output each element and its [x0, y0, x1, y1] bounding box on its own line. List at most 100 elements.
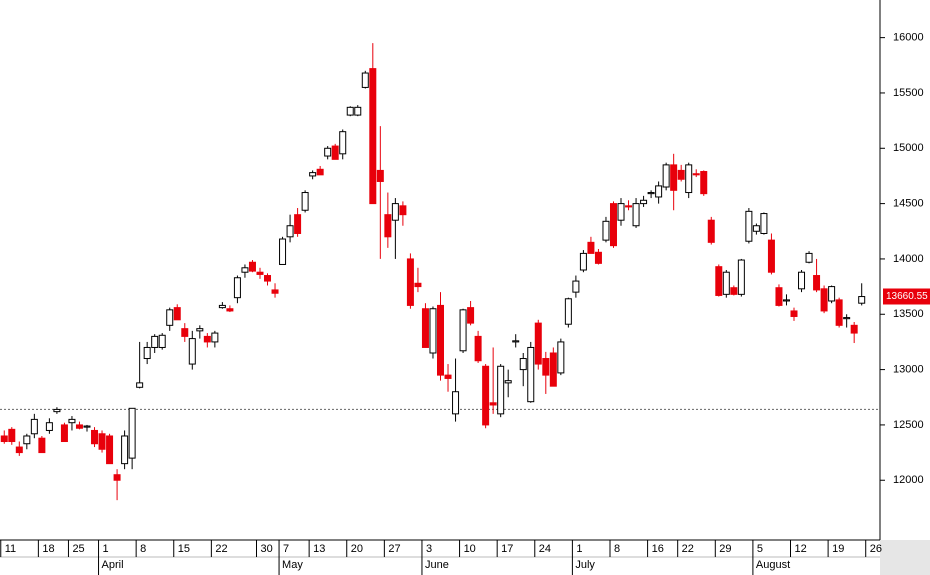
candle-body	[640, 199, 648, 205]
candle-body	[45, 422, 53, 431]
candle-body	[692, 173, 700, 176]
candle-body	[775, 287, 783, 306]
candle-body	[188, 338, 196, 365]
x-tick-label: 17	[501, 543, 513, 555]
candle-body	[8, 428, 16, 443]
candle-body	[241, 267, 249, 273]
x-tick-label: 11	[5, 543, 16, 555]
last-price-label: 13660.55	[886, 291, 928, 302]
candle-body	[730, 287, 738, 295]
candle-body	[128, 407, 136, 459]
candle-body	[256, 271, 264, 275]
candle-body	[662, 164, 670, 188]
candle-body	[850, 324, 858, 334]
candle-body	[790, 310, 798, 317]
candle-body	[670, 164, 678, 191]
candle-body	[572, 280, 580, 293]
candle-body	[602, 220, 610, 241]
candle-body	[813, 275, 821, 291]
candle-body	[98, 433, 106, 450]
candle-body	[279, 238, 287, 265]
candle-body	[136, 382, 144, 388]
candle-body	[53, 408, 61, 413]
candle-body	[782, 299, 790, 302]
month-label: July	[575, 559, 595, 571]
candle-body	[557, 341, 565, 374]
candle-body	[121, 435, 129, 465]
candle-body	[700, 171, 708, 195]
candle-body	[767, 239, 775, 273]
month-label: April	[102, 559, 124, 571]
candle-body	[91, 429, 99, 445]
candle-body	[587, 241, 595, 254]
y-tick-label: 15500	[893, 87, 924, 99]
candle-body	[828, 286, 836, 302]
x-tick-label: 1	[103, 543, 109, 555]
candle-body	[158, 334, 166, 348]
candle-body	[512, 340, 520, 343]
candle-body	[579, 252, 587, 271]
candle-body	[459, 309, 467, 352]
x-tick-label: 29	[719, 543, 731, 555]
y-tick-label: 13000	[893, 363, 924, 375]
x-tick-label: 16	[652, 543, 664, 555]
y-tick-label: 12500	[893, 419, 924, 431]
x-tick-label: 24	[539, 543, 551, 555]
candle-body	[271, 289, 279, 294]
candle-body	[564, 298, 572, 325]
candle-body	[324, 147, 332, 157]
candle-body	[113, 474, 121, 481]
candle-body	[218, 304, 226, 309]
month-label: August	[756, 559, 790, 571]
candle-body	[331, 145, 339, 160]
candle-body	[286, 225, 294, 238]
candle-body	[609, 203, 617, 247]
candle-body	[203, 335, 211, 343]
candle-body	[346, 106, 354, 116]
candle-body	[685, 164, 693, 194]
candle-body	[542, 358, 550, 376]
candle-body	[181, 328, 189, 337]
candle-body	[196, 328, 204, 332]
y-tick-label: 16000	[893, 32, 924, 44]
y-tick-label: 15000	[893, 142, 924, 154]
candle-body	[752, 225, 760, 232]
candle-body	[23, 435, 31, 445]
candle-body	[294, 214, 302, 234]
candle-body	[248, 261, 256, 272]
candle-body	[444, 374, 452, 379]
x-tick-label: 30	[260, 543, 272, 555]
x-tick-label: 8	[140, 543, 146, 555]
candle-body	[414, 282, 422, 288]
candle-body	[38, 437, 46, 454]
candle-body	[497, 365, 505, 415]
x-tick-label: 12	[795, 543, 807, 555]
candle-body	[452, 391, 460, 415]
candle-body	[617, 203, 625, 221]
month-label: June	[425, 559, 449, 571]
candle-body	[211, 332, 219, 343]
candle-body	[843, 317, 851, 320]
candle-body	[715, 266, 723, 296]
candle-body	[421, 308, 429, 348]
x-tick-label: 22	[682, 543, 694, 555]
candle-body	[677, 169, 685, 180]
candle-body	[264, 275, 272, 282]
x-tick-label: 22	[215, 543, 227, 555]
candle-body	[166, 309, 174, 326]
x-tick-label: 13	[313, 543, 325, 555]
x-tick-label: 19	[832, 543, 844, 555]
candle-body	[745, 210, 753, 242]
candle-body	[339, 131, 347, 155]
x-tick-label: 5	[757, 543, 763, 555]
x-tick-label: 8	[614, 543, 620, 555]
x-tick-label: 7	[283, 543, 289, 555]
candle-body	[30, 418, 38, 435]
candle-body	[722, 271, 730, 295]
candle-body	[805, 252, 813, 263]
candle-body	[151, 335, 159, 348]
candle-body	[835, 299, 843, 326]
last-price-box	[883, 288, 930, 305]
candle-body	[504, 380, 512, 384]
